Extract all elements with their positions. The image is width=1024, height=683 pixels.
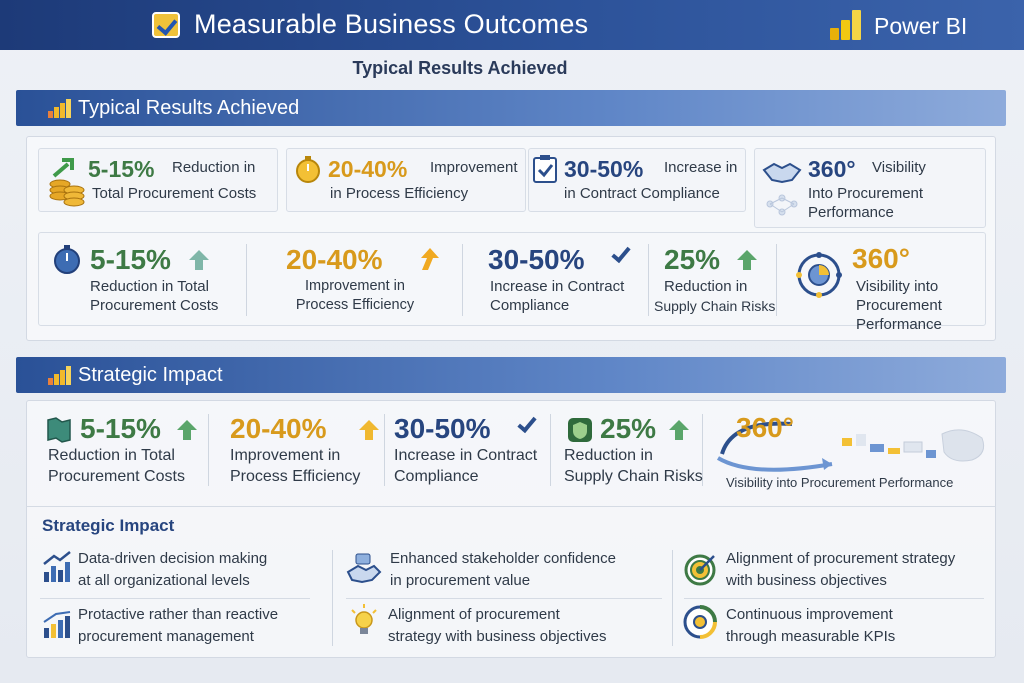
metric-value: 5-15% <box>80 413 161 444</box>
section-header-strategic: Strategic Impact <box>16 357 1006 393</box>
metric-label: Process Efficiency <box>230 468 361 485</box>
metric-value: 30-50% <box>564 156 644 182</box>
metric-label: Compliance <box>394 468 479 485</box>
metric-label: Supply Chain Risks <box>654 298 776 314</box>
arrow-up-icon <box>669 420 689 440</box>
impact-item: Alignment of procurement strategy with bu… <box>726 550 956 589</box>
metric-value: 25% <box>664 244 721 275</box>
metric-label: in Process Efficiency <box>330 185 469 202</box>
impact-item: Data-driven decision making at all organi… <box>78 550 268 589</box>
impact-item: Enhanced stakeholder confidence in procur… <box>390 550 616 589</box>
metric-label: Reduction in Total <box>48 447 175 464</box>
metric-value: 25% <box>600 413 657 444</box>
metric-label: Supply Chain Risks <box>564 468 703 485</box>
metric-label: Reduction in <box>664 278 748 295</box>
metric-label: Improvement <box>430 159 518 176</box>
handshake-icon <box>762 162 802 216</box>
arrow-up-icon <box>737 250 757 270</box>
arrow-up-icon <box>189 250 209 270</box>
metric-label: Performance <box>808 204 894 221</box>
metric-label: Visibility <box>872 159 926 176</box>
section-title: Typical Results Achieved <box>78 97 300 119</box>
metric-value: 360° <box>808 156 856 182</box>
stopwatch-icon <box>54 245 80 274</box>
metric-label: Procurement Costs <box>90 297 219 314</box>
impact-item: Continuous improvement through measurable… <box>726 606 896 645</box>
page-subtitle: Typical Results Achieved <box>352 58 568 78</box>
arrow-up-icon <box>359 420 379 440</box>
coins-icon <box>49 158 85 207</box>
shield-icon <box>568 418 592 442</box>
dashboard-icon <box>716 421 985 472</box>
metric-value: 20-40% <box>230 413 327 444</box>
metric-value: 5-15% <box>88 156 155 182</box>
metric-label: in Contract Compliance <box>564 185 720 202</box>
metric-label: Visibility into Procurement Performance <box>726 475 954 490</box>
metric-label: Increase in Contract <box>490 278 625 295</box>
strategic-panel <box>26 400 996 658</box>
metric-label: Into Procurement <box>808 185 924 202</box>
metric-value: 20-40% <box>286 244 383 275</box>
chart-up-icon <box>43 551 71 582</box>
metric-card <box>528 148 746 212</box>
map-icon <box>47 417 71 443</box>
metric-value: 5-15% <box>90 244 171 275</box>
metric-value: 30-50% <box>394 413 491 444</box>
metric-label: Reduction in Total <box>90 278 209 295</box>
metric-label: Procurement Costs <box>48 468 185 485</box>
metric-value: 20-40% <box>328 156 408 182</box>
bar-chart-icon <box>48 365 72 385</box>
page-title: Measurable Business Outcomes <box>194 9 589 39</box>
metric-card <box>754 148 986 228</box>
bar-chart-icon <box>48 98 72 118</box>
section-header-results: Typical Results Achieved <box>16 90 1006 126</box>
power-bi-logo-icon <box>830 10 864 40</box>
bar-chart-icon <box>43 611 71 638</box>
header-bar: Measurable Business Outcomes Power BI <box>0 0 1024 50</box>
metric-label: Improvement in <box>230 447 341 464</box>
target-icon <box>684 554 716 586</box>
lightbulb-icon <box>351 604 377 634</box>
metric-label: Procurement <box>856 297 942 314</box>
handshake-icon <box>346 553 382 584</box>
metric-card <box>286 148 526 212</box>
clipboard-check-icon <box>533 155 557 183</box>
metric-label: Reduction in <box>172 159 256 176</box>
stopwatch-icon <box>296 156 320 183</box>
gauge-icon <box>683 605 717 639</box>
impact-title: Strategic Impact <box>42 516 175 535</box>
arrow-up-icon <box>421 248 439 270</box>
metric-label: Reduction in <box>564 447 653 464</box>
section-title: Strategic Impact <box>78 364 223 386</box>
arrow-up-icon <box>177 420 197 440</box>
network-globe-icon <box>796 252 842 298</box>
metric-label: Compliance <box>490 297 570 314</box>
metric-value: 360° <box>736 412 794 443</box>
metric-label: Increase in <box>664 159 738 176</box>
checkbox-icon <box>152 12 180 38</box>
impact-item: Protactive rather than reactive procureme… <box>78 606 279 645</box>
metric-label: Total Procurement Costs <box>92 185 257 202</box>
metric-label: Visibility into <box>856 278 939 295</box>
impact-item: Alignment of procurement strategy with bu… <box>388 606 607 645</box>
metric-value: 30-50% <box>488 244 585 275</box>
metric-label: Improvement in Process Efficiency <box>295 278 415 313</box>
brand-name: Power BI <box>874 13 968 39</box>
metric-label: Performance <box>856 316 942 333</box>
metric-label: Increase in Contract <box>394 447 538 464</box>
metric-value: 360° <box>852 243 910 274</box>
